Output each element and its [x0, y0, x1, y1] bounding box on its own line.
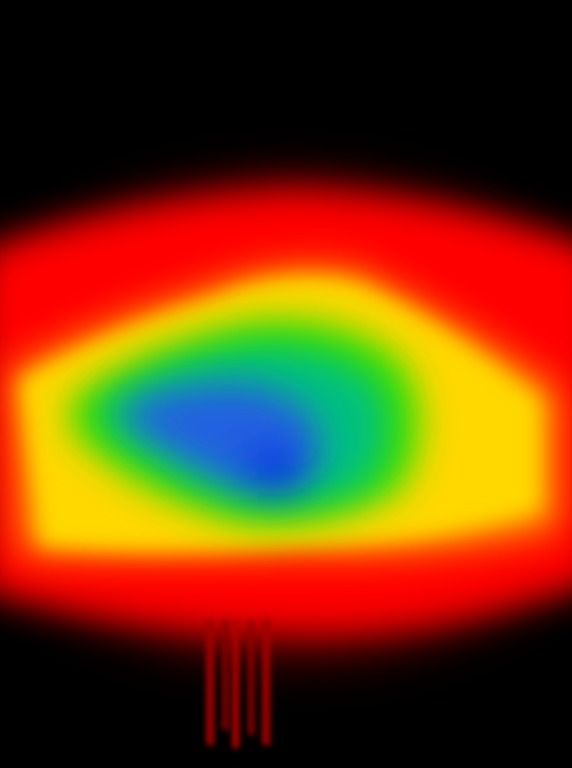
bottom-streaks [206, 620, 270, 748]
blue-region [120, 384, 320, 495]
